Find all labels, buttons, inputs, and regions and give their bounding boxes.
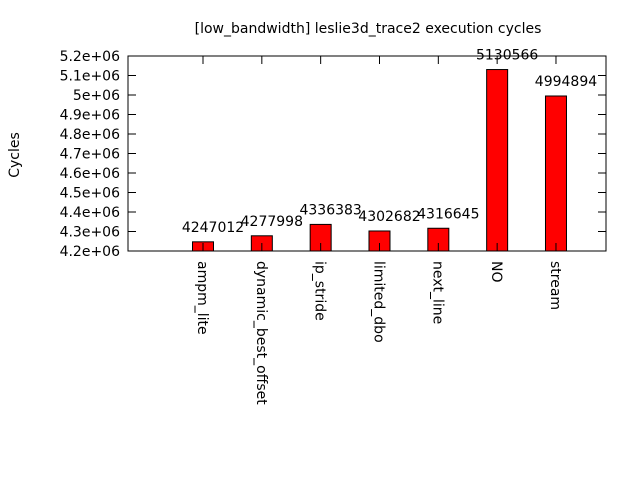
y-tick-label: 4.7e+06 (60, 147, 121, 163)
x-tick-label: limited_dbo (370, 261, 386, 343)
data-label: 4302682 (358, 209, 420, 225)
y-tick-label: 4.6e+06 (60, 166, 121, 182)
y-tick-label: 5e+06 (73, 88, 120, 104)
data-label: 4336383 (299, 202, 361, 218)
data-label: 5130566 (476, 48, 538, 64)
y-axis-ticks: 4.2e+06 4.3e+06 4.4e+06 4.5e+06 4.6e+06 4.7e+… (60, 49, 606, 260)
data-label: 4994894 (535, 74, 597, 90)
data-label: 4277998 (241, 214, 303, 230)
y-axis-label: Cycles (7, 132, 23, 178)
x-tick-label: NO (488, 261, 504, 283)
x-tick-label: stream (547, 261, 563, 310)
chart-title: [low_bandwidth] leslie3d_trace2 executio… (195, 21, 542, 37)
y-tick-label: 5.1e+06 (60, 69, 121, 85)
y-tick-label: 4.9e+06 (60, 108, 121, 124)
data-label: 4316645 (417, 206, 479, 222)
bar-stream (544, 95, 567, 252)
x-axis-tick-labels: ampm_lite dynamic_best_offset ip_stride lim… (194, 56, 563, 405)
x-tick-label: ampm_lite (194, 261, 210, 335)
y-tick-label: 4.2e+06 (60, 244, 121, 260)
y-tick-label: 4.4e+06 (60, 205, 121, 221)
x-tick-label: ip_stride (312, 261, 328, 321)
y-tick-label: 4.5e+06 (60, 186, 121, 202)
y-tick-label: 4.3e+06 (60, 225, 121, 241)
bars (192, 69, 567, 252)
x-tick-label: dynamic_best_offset (253, 261, 269, 405)
y-tick-label: 4.8e+06 (60, 127, 121, 143)
bar-NO (486, 69, 509, 252)
y-tick-label: 5.2e+06 (60, 49, 121, 65)
x-tick-label: next_line (429, 261, 445, 324)
data-label: 4247012 (182, 220, 244, 236)
